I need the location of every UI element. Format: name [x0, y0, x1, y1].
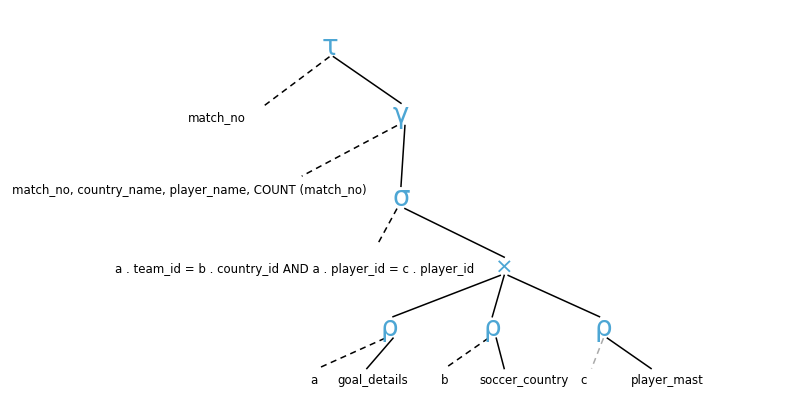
- Text: ρ: ρ: [595, 314, 612, 342]
- Text: ρ: ρ: [484, 314, 501, 342]
- Text: ρ: ρ: [380, 314, 398, 342]
- Text: ×: ×: [495, 257, 514, 277]
- Text: b: b: [441, 374, 449, 387]
- Text: goal_details: goal_details: [337, 374, 409, 387]
- Text: a . team_id = b . country_id AND a . player_id = c . player_id: a . team_id = b . country_id AND a . pla…: [115, 263, 474, 276]
- Text: c: c: [580, 374, 587, 387]
- Text: soccer_country: soccer_country: [480, 374, 569, 387]
- Text: σ: σ: [392, 184, 410, 213]
- Text: a: a: [310, 374, 318, 387]
- Text: τ: τ: [321, 32, 338, 61]
- Text: γ: γ: [393, 101, 409, 130]
- Text: player_mast: player_mast: [630, 374, 703, 387]
- Text: match_no, country_name, player_name, COUNT (match_no): match_no, country_name, player_name, COU…: [12, 184, 367, 197]
- Text: match_no: match_no: [188, 111, 246, 124]
